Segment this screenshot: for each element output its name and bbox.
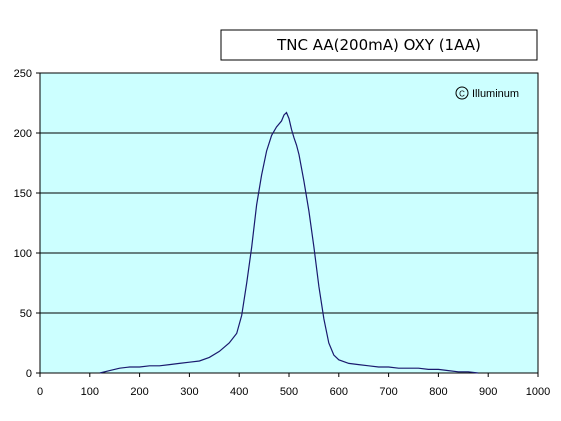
x-tick-label: 500: [280, 386, 298, 398]
x-tick-label: 200: [130, 386, 148, 398]
x-tick-label: 400: [230, 386, 248, 398]
title-box: TNC AA(200mA) OXY (1AA): [220, 29, 538, 61]
y-tick-label: 250: [14, 68, 32, 80]
x-tick-label: 900: [479, 386, 497, 398]
copyright-icon: [455, 86, 469, 100]
y-tick-label: 50: [20, 308, 32, 320]
y-axis: 0 50 100 150 200 250: [14, 68, 40, 380]
y-tick-label: 100: [14, 248, 32, 260]
x-tick-label: 1000: [526, 386, 550, 398]
gridlines: [40, 132, 538, 314]
x-tick-label: 800: [429, 386, 447, 398]
x-tick-label: 300: [180, 386, 198, 398]
series-line: [99, 111, 479, 374]
x-tick-label: 600: [330, 386, 348, 398]
watermark-text: Illuminum: [472, 88, 519, 100]
plot-area: [39, 72, 539, 374]
x-axis: 0 100 200 300 400 500 600 700 800 900 1000: [37, 373, 550, 398]
y-tick-label: 0: [26, 368, 32, 380]
svg-text:C: C: [459, 90, 465, 99]
x-tick-label: 100: [81, 386, 99, 398]
y-tick-label: 150: [14, 188, 32, 200]
y-tick-label: 200: [14, 128, 32, 140]
x-tick-label: 700: [379, 386, 397, 398]
x-tick-label: 0: [37, 386, 43, 398]
chart-title: TNC AA(200mA) OXY (1AA): [276, 36, 481, 54]
watermark: C Illuminum: [455, 86, 519, 100]
